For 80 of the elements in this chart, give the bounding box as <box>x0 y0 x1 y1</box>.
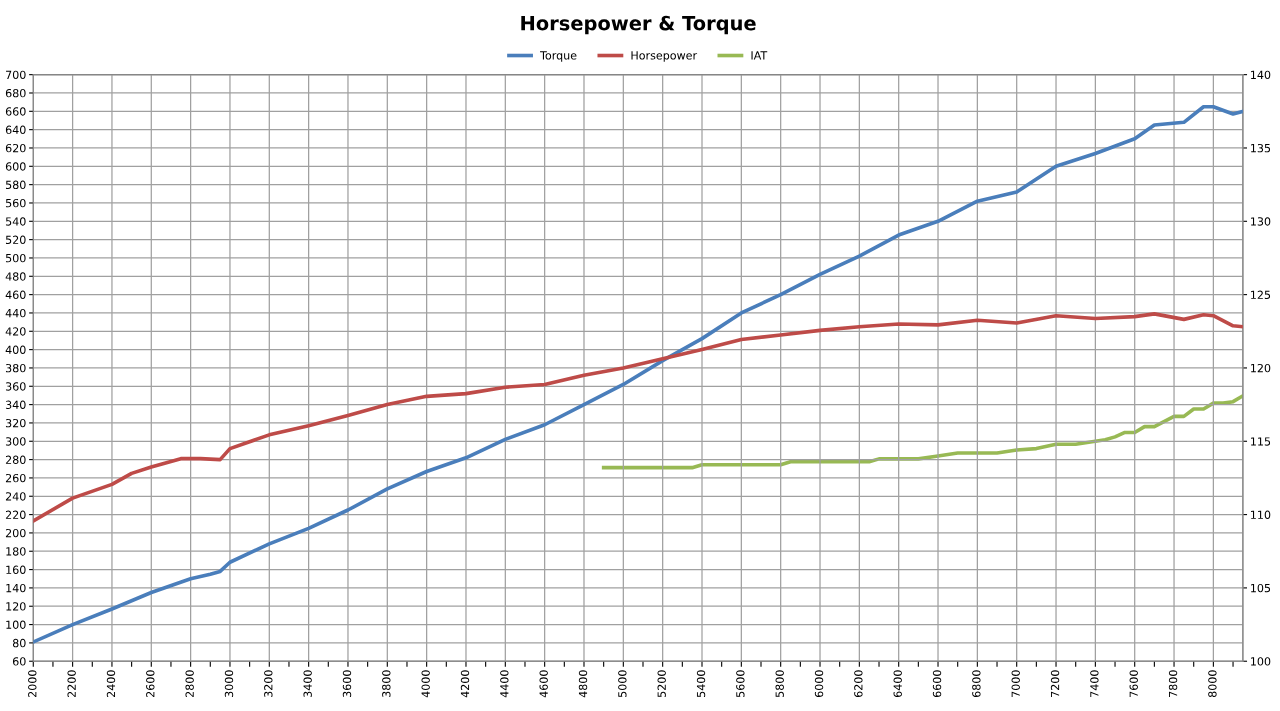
x-tick-label: 4400 <box>500 670 509 698</box>
y-tick-label: 640 <box>5 125 26 135</box>
y-tick-label: 360 <box>5 382 26 391</box>
x-tick-label: 3000 <box>224 670 234 697</box>
y-tick-label: 380 <box>5 363 26 373</box>
x-tick-label: 6400 <box>893 670 902 698</box>
x-tick-label: 2000 <box>28 670 37 698</box>
x-tick-label: 2800 <box>185 670 194 698</box>
line-series <box>601 393 1243 470</box>
line-series <box>33 104 1243 644</box>
y-tick-label: 200 <box>5 528 26 538</box>
x-tick-label: 7400 <box>1090 670 1099 697</box>
y-tick-label: 280 <box>5 455 26 464</box>
x-tick-label: 5000 <box>618 670 627 697</box>
y-tick-label: 220 <box>5 510 26 519</box>
y-tick-label: 420 <box>5 327 26 336</box>
y-tick-label: 260 <box>5 473 26 483</box>
y-tick-label: 120 <box>6 602 26 611</box>
y-tick-label: 400 <box>5 345 26 354</box>
x-tick-label: 6000 <box>814 670 824 698</box>
y2-tick-label: 115 <box>1251 437 1271 446</box>
x-tick-label: 2400 <box>106 670 116 698</box>
x-tick-label: 7000 <box>1011 670 1020 697</box>
y-tick-label: 240 <box>5 492 26 501</box>
line-series <box>33 312 1243 523</box>
y-tick-label: 440 <box>5 308 26 318</box>
y2-tick-label: 125 <box>1251 290 1271 299</box>
x-tick-label: 7600 <box>1129 670 1138 697</box>
y-tick-label: 560 <box>5 198 26 208</box>
y-tick-label: 500 <box>5 253 26 263</box>
y-tick-label: 100 <box>6 620 26 629</box>
x-tick-label: 7800 <box>1168 670 1178 697</box>
y-tick-label: 700 <box>6 70 26 80</box>
y-tick-label: 680 <box>5 88 26 98</box>
y-tick-label: 160 <box>6 565 26 574</box>
y-tick-label: 300 <box>5 437 26 446</box>
legend-label: IAT <box>751 51 768 60</box>
x-tick-label: 4000 <box>421 670 430 698</box>
legend-label: Torque <box>540 51 577 62</box>
y-tick-label: 140 <box>6 583 26 593</box>
x-tick-label: 3200 <box>264 670 273 697</box>
x-tick-label: 5600 <box>736 670 745 697</box>
y-tick-label: 520 <box>5 235 26 245</box>
y-tick-label: 60 <box>12 657 26 666</box>
x-tick-label: 3600 <box>342 670 352 697</box>
x-tick-label: 4600 <box>539 670 548 698</box>
x-tick-label: 2200 <box>67 670 76 698</box>
x-tick-label: 3400 <box>303 670 312 697</box>
x-tick-label: 6600 <box>932 670 942 698</box>
x-tick-label: 4800 <box>578 670 588 698</box>
y2-tick-label: 135 <box>1251 143 1271 153</box>
y-tick-label: 540 <box>5 217 26 226</box>
x-tick-label: 6800 <box>972 670 981 698</box>
x-tick-label: 2600 <box>146 670 155 698</box>
y2-tick-label: 110 <box>1251 510 1271 519</box>
x-tick-label: 5200 <box>657 670 666 697</box>
x-tick-label: 3800 <box>382 670 391 697</box>
y2-tick-label: 100 <box>1251 657 1271 666</box>
y-tick-label: 340 <box>5 400 26 409</box>
y-tick-label: 660 <box>5 107 26 116</box>
y-tick-label: 320 <box>5 418 26 428</box>
y2-tick-label: 130 <box>1251 217 1271 226</box>
y-tick-label: 620 <box>5 143 26 153</box>
x-tick-label: 5400 <box>696 670 706 697</box>
y-tick-label: 480 <box>5 272 26 281</box>
y2-tick-label: 120 <box>1251 363 1271 373</box>
x-tick-label: 7200 <box>1050 670 1060 697</box>
x-tick-label: 4200 <box>460 670 470 698</box>
x-tick-label: 8000 <box>1208 670 1217 698</box>
y2-tick-label: 105 <box>1251 583 1271 593</box>
y-tick-label: 580 <box>5 180 26 190</box>
x-tick-label: 6200 <box>854 670 863 698</box>
chart-title: Horsepower & Torque <box>521 15 756 35</box>
y-tick-label: 80 <box>12 638 26 648</box>
y-tick-label: 600 <box>5 162 26 171</box>
y-tick-label: 460 <box>5 290 26 299</box>
x-tick-label: 5800 <box>775 670 784 697</box>
y2-tick-label: 140 <box>1251 70 1271 80</box>
legend-label: Horsepower <box>631 51 698 62</box>
y-tick-label: 180 <box>6 547 26 556</box>
